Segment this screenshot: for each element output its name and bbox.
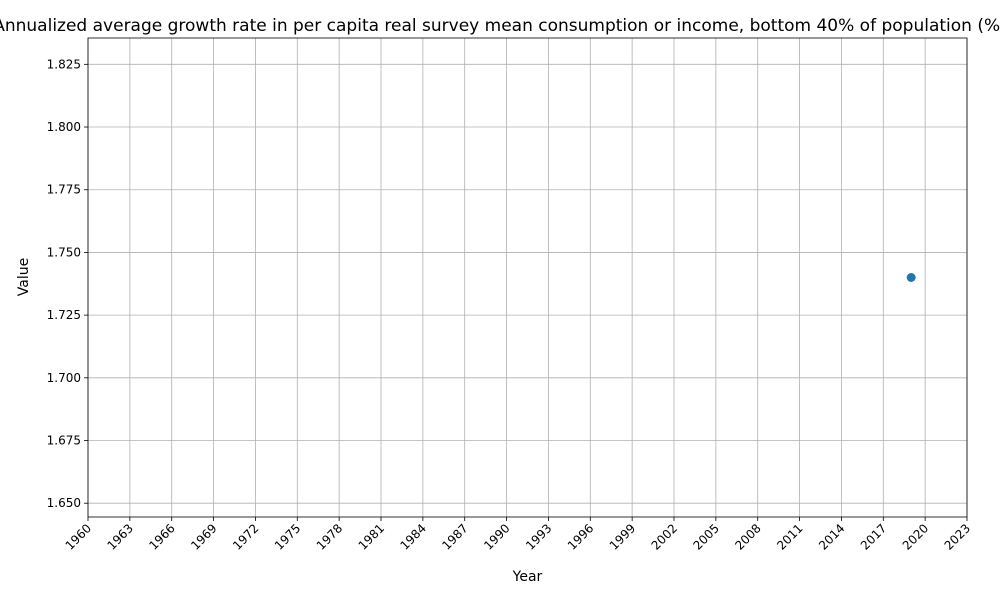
x-tick-label: 1963 (104, 521, 135, 552)
x-tick-label: 1996 (565, 521, 596, 552)
chart-title: Annualized average growth rate in per ca… (0, 16, 1000, 36)
x-tick-label: 2002 (649, 521, 680, 552)
x-tick-label: 1972 (230, 521, 261, 552)
plot-frame (87, 37, 968, 518)
x-tick-label: 2008 (732, 521, 763, 552)
x-tick-label: 1987 (439, 521, 470, 552)
x-tick-label: 2011 (774, 521, 805, 552)
x-tick-label: 1993 (523, 521, 554, 552)
axes-layer (87, 37, 968, 518)
y-tick-label: 1.675 (47, 434, 81, 448)
y-tick-label: 1.700 (47, 371, 81, 385)
x-tick-label: 2020 (900, 521, 931, 552)
y-tick-label: 1.800 (47, 120, 81, 134)
data-point (906, 273, 916, 282)
x-tick-label: 1975 (272, 521, 303, 552)
x-tick-label: 1960 (63, 521, 94, 552)
x-tick-label: 2014 (816, 521, 847, 552)
x-tick-label: 1981 (356, 521, 387, 552)
grid-layer (87, 38, 968, 517)
x-tick-label: 1966 (146, 521, 177, 552)
x-tick-label: 1999 (607, 521, 638, 552)
x-axis-label: Year (512, 569, 543, 585)
ticks-layer: 1960 1963 1966 1969 1972 1975 1978 1981 1984 1987… (47, 57, 973, 552)
x-tick-label: 1969 (188, 521, 219, 552)
x-tick-label: 1990 (481, 521, 512, 552)
x-tick-label: 1978 (314, 521, 345, 552)
y-tick-label: 1.725 (47, 308, 81, 322)
x-tick-label: 2017 (858, 521, 889, 552)
x-tick-label: 2005 (690, 521, 721, 552)
x-tick-label: 1984 (397, 521, 428, 552)
y-axis-label: Value (16, 258, 32, 296)
y-tick-label: 1.775 (47, 183, 81, 197)
y-tick-label: 1.750 (47, 245, 81, 259)
y-tick-label: 1.650 (47, 496, 81, 510)
points-layer (906, 273, 916, 282)
y-tick-label: 1.825 (47, 57, 81, 71)
x-tick-label: 2023 (942, 521, 973, 552)
